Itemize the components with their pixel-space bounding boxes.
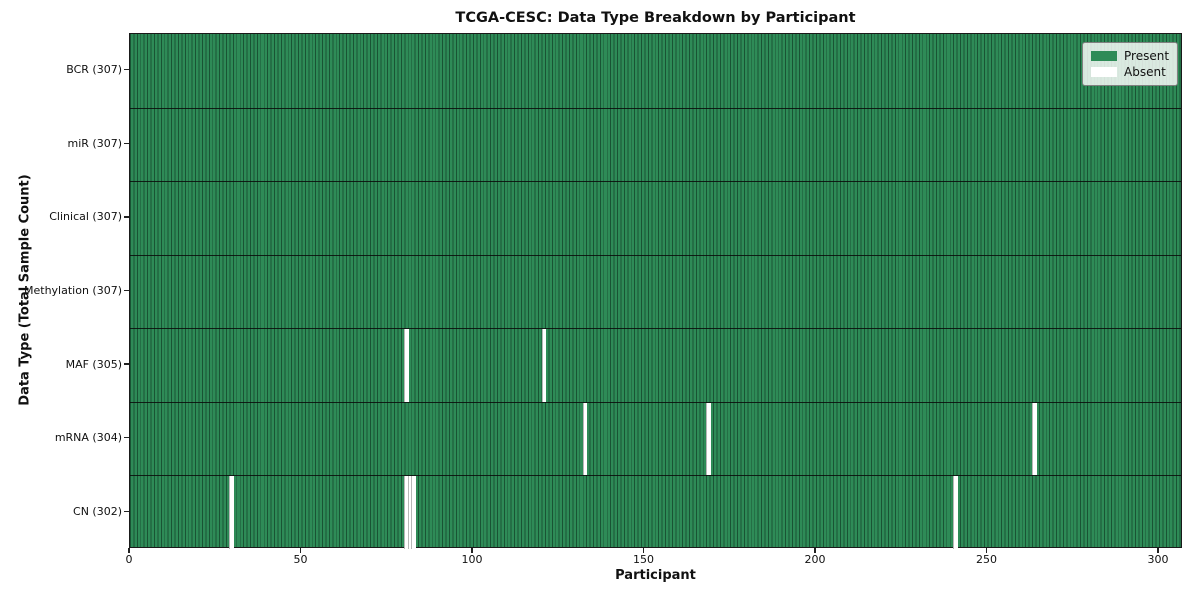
x-tick-mark	[985, 548, 988, 553]
legend-label-present: Present	[1124, 48, 1170, 63]
heatmap-row-cn	[130, 475, 1181, 549]
absent-cell-cn-29	[229, 476, 234, 549]
y-tick-mark	[124, 289, 129, 292]
y-tick-label-cn: CN (302)	[73, 504, 122, 518]
heatmap-row-bcr	[130, 34, 1181, 108]
heatmap-plot-area	[129, 33, 1182, 549]
x-tick-label-200: 200	[804, 553, 826, 566]
y-tick-mark	[124, 510, 129, 512]
chart-title: TCGA-CESC: Data Type Breakdown by Partic…	[455, 10, 856, 26]
x-tick-mark	[642, 548, 645, 553]
y-tick-mark	[124, 69, 129, 71]
y-tick-label-bcr: BCR (307)	[66, 63, 122, 77]
absent-cell-cn-82	[411, 476, 416, 549]
absent-cell-mrna-132	[582, 402, 588, 476]
x-tick-mark	[471, 548, 473, 553]
absent-cell-cn-81	[407, 476, 413, 549]
heatmap-row-clinical	[130, 181, 1181, 255]
y-tick-label-maf: MAF (305)	[65, 357, 122, 371]
heatmap-row-maf	[130, 328, 1181, 402]
heatmap-row-methylation	[130, 254, 1181, 329]
legend-label-absent: Absent	[1124, 64, 1166, 79]
x-axis-label: Participant	[615, 568, 696, 583]
x-tick-mark	[1157, 548, 1159, 553]
y-tick-label-mrna: mRNA (304)	[54, 431, 122, 445]
absent-cell-cn-240	[953, 476, 958, 549]
legend-swatch-present	[1091, 51, 1117, 61]
legend-swatch-absent	[1091, 67, 1117, 77]
y-tick-mark	[124, 363, 129, 365]
absent-cell-maf-120	[541, 329, 547, 402]
absent-cell-maf-80	[404, 329, 409, 402]
x-tick-mark	[814, 548, 816, 553]
y-tick-mark	[124, 216, 129, 218]
y-tick-label-mir: miR (307)	[67, 136, 123, 150]
x-tick-label-50: 50	[293, 553, 308, 566]
y-tick-label-methylation: Methylation (307)	[24, 284, 122, 297]
x-tick-label-100: 100	[461, 553, 483, 566]
y-tick-label-clinical: Clinical (307)	[49, 210, 122, 224]
x-tick-mark	[299, 548, 302, 553]
heatmap-row-mrna	[130, 401, 1181, 476]
absent-cell-mrna-168	[706, 402, 711, 476]
x-tick-label-150: 150	[632, 553, 654, 566]
x-tick-label-0: 0	[125, 553, 133, 566]
legend-entry-present: Present	[1091, 48, 1170, 63]
x-tick-mark	[128, 548, 130, 553]
legend-entry-absent: Absent	[1091, 64, 1169, 79]
absent-cell-cn-80	[404, 476, 409, 549]
legend: Present Absent	[1082, 42, 1178, 86]
absent-cell-mrna-263	[1032, 402, 1037, 476]
heatmap-row-mir	[130, 107, 1181, 182]
x-tick-label-250: 250	[975, 553, 997, 566]
x-tick-label-300: 300	[1147, 553, 1169, 566]
y-tick-mark	[124, 142, 129, 144]
y-tick-mark	[124, 437, 129, 439]
